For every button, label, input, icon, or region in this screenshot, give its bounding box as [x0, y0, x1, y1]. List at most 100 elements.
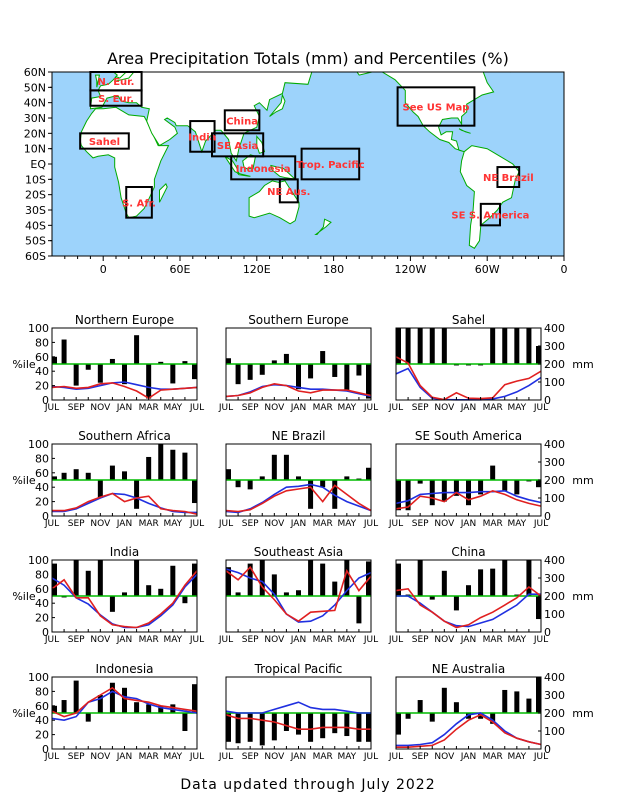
percentile-bar: [134, 702, 140, 713]
normal-precip-line: [395, 367, 542, 401]
percentile-bar: [344, 713, 350, 737]
month-label: NOV: [90, 752, 111, 762]
percentile-bar: [73, 560, 79, 596]
observed-precip-line: [52, 492, 198, 515]
percentile-bar: [271, 454, 277, 480]
percentile-bar: [366, 467, 371, 480]
percentile-bar: [235, 592, 241, 596]
new-zealand: [314, 218, 332, 235]
region-boxes: N. Eur. S. Eur. Sahel S. Afr. India China SE A…: [79, 71, 534, 227]
australia: [248, 180, 300, 225]
java: [236, 172, 251, 177]
month-label: NOV: [90, 635, 111, 645]
region-label: India: [188, 132, 216, 143]
percentile-bar: [85, 713, 91, 722]
percentile-bar: [514, 691, 520, 713]
month-label: SEP: [412, 519, 429, 529]
mm-unit-label: mm: [572, 590, 593, 603]
percentile-bar: [271, 574, 277, 596]
percentile-unit-label: %ile: [12, 590, 36, 603]
month-label: MAY: [163, 635, 182, 645]
percentile-bar: [296, 364, 301, 390]
left-tick-label: 40: [35, 481, 49, 494]
region-box: [496, 166, 521, 188]
percentile-bar: [320, 480, 326, 488]
lat-label: 20S: [25, 189, 46, 202]
month-label: NOV: [90, 403, 111, 413]
left-tick-label: 100: [28, 438, 49, 451]
month-label: MAR: [313, 635, 333, 645]
month-label: MAR: [313, 752, 333, 762]
region-box: [79, 132, 130, 150]
percentile-bar: [146, 704, 152, 713]
percentile-bar: [52, 476, 57, 480]
month-label: JUL: [363, 752, 378, 762]
panel-title: Southern Africa: [78, 429, 171, 443]
lat-label: 50N: [24, 81, 46, 94]
region-box: [300, 147, 361, 181]
right-tick-label: 400: [544, 671, 565, 684]
percentile-bar: [170, 565, 176, 596]
percentile-bar: [271, 713, 277, 741]
right-tick-label: 300: [544, 689, 565, 702]
percentile-bar: [52, 705, 57, 713]
percentile-bar: [308, 713, 314, 742]
lon-label: 120E: [243, 263, 271, 276]
percentile-bar: [271, 360, 277, 364]
percentile-bar: [109, 682, 115, 713]
month-label: SEP: [242, 519, 259, 529]
percentile-bar: [405, 713, 411, 719]
percentile-bar: [320, 351, 326, 364]
percentile-bar: [97, 364, 103, 383]
lat-label: 30S: [25, 204, 46, 217]
month-label: JUL: [388, 752, 403, 762]
percentile-bar: [296, 713, 301, 735]
month-label: MAR: [313, 403, 333, 413]
month-label: SEP: [412, 403, 429, 413]
percentile-bar: [109, 596, 115, 612]
percentile-bar: [182, 452, 188, 480]
percentile-bar: [344, 364, 350, 390]
month-label: JUL: [189, 519, 204, 529]
region-box: [189, 120, 216, 153]
lat-label: 50S: [25, 235, 46, 248]
month-label: NOV: [264, 752, 285, 762]
right-tick-label: 200: [544, 707, 565, 720]
month-label: MAR: [139, 752, 159, 762]
percentile-bar: [332, 364, 338, 377]
right-tick-label: 0: [544, 394, 551, 407]
map-axes: 60N 50N 40N 30N 20N 10N EQ 10S 20S 30S 40S 50S 60S 0 6…: [24, 66, 568, 276]
percentile-bar: [182, 596, 188, 604]
percentile-bar: [158, 444, 164, 480]
right-tick-label: 300: [544, 340, 565, 353]
percentile-bar: [192, 480, 197, 504]
month-label: JUL: [44, 519, 59, 529]
percentile-bar: [478, 569, 484, 596]
month-label: SEP: [242, 635, 259, 645]
percentile-bar: [259, 476, 265, 480]
region-box: [230, 155, 297, 181]
panel-southeast-asia: Southeast Asia JUL SEP NOV JAN MAR MAY JUL: [218, 545, 378, 645]
percentile-bar: [235, 364, 241, 385]
percentile-bar: [192, 563, 197, 596]
percentile-bar: [356, 596, 362, 624]
observed-precip-line: [225, 565, 372, 623]
panel-title: Sahel: [452, 313, 485, 327]
percentile-bar: [502, 689, 508, 713]
normal-precip-line: [51, 690, 198, 722]
lat-label: EQ: [30, 158, 46, 171]
right-tick-label: 200: [544, 358, 565, 371]
panel-title: Tropical Pacific: [254, 662, 343, 676]
month-label: JUL: [189, 635, 204, 645]
percentile-bar: [417, 560, 423, 596]
observed-precip-line: [396, 713, 542, 748]
region-box: [89, 89, 143, 107]
data-updated-note: Data updated through July 2022: [180, 777, 435, 793]
continents: [79, 72, 520, 249]
month-label: JUL: [44, 403, 59, 413]
percentile-bar: [109, 465, 115, 480]
panel-title: NE Brazil: [272, 429, 326, 443]
month-label: MAY: [337, 403, 356, 413]
